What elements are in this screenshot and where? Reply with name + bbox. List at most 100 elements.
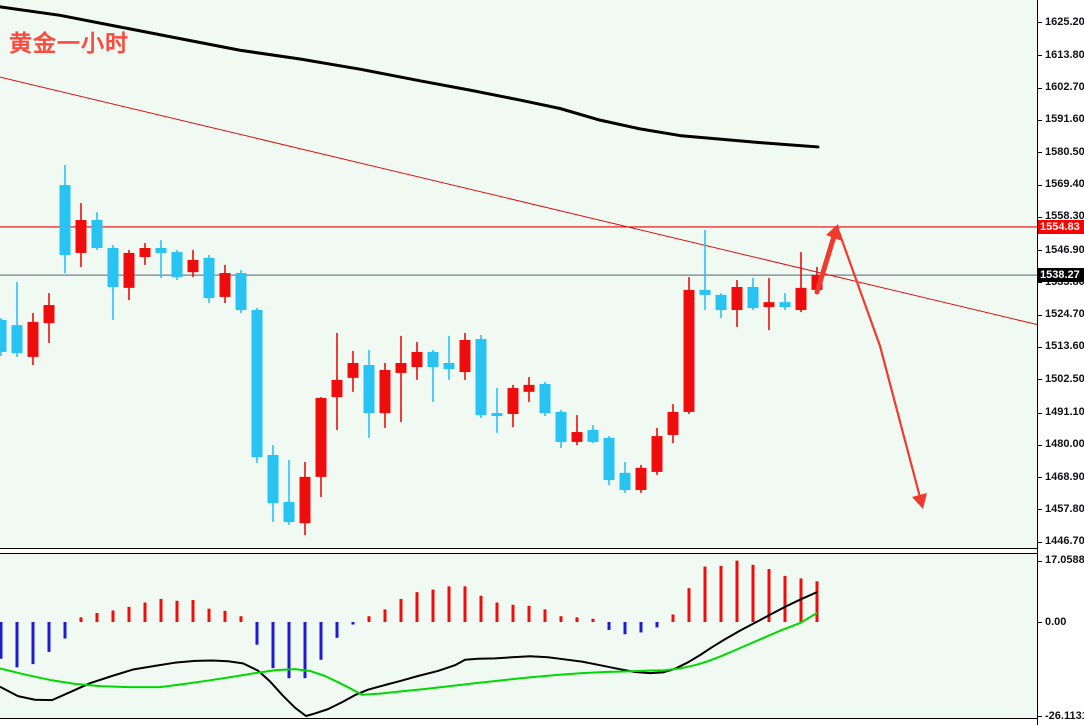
candle-body-bull [395, 363, 407, 373]
macd-histogram-bar-positive [175, 600, 179, 622]
macd-histogram-bar-positive [383, 609, 387, 622]
price-tick-label: 1602.70 [1045, 81, 1084, 94]
price-tick [1038, 509, 1042, 511]
candle-body-bull [523, 384, 535, 392]
price-tick [1038, 444, 1042, 446]
price-tick-label: 1491.10 [1045, 406, 1084, 418]
macd-histogram-bar-positive [143, 602, 147, 622]
macd-histogram-bar-positive [527, 605, 531, 622]
descending-trendline [0, 76, 1037, 326]
macd-histogram-bar-positive [207, 608, 211, 622]
price-tick-label: 1580.50 [1045, 145, 1084, 158]
macd-histogram-bar-negative [639, 622, 643, 633]
resistance-price-badge: 1554.83 [1038, 219, 1084, 234]
macd-histogram-bar-positive [511, 604, 515, 622]
price-chart-canvas[interactable] [0, 0, 1037, 548]
macd-histogram-bar-negative [319, 622, 323, 660]
macd-histogram-bar-positive [687, 588, 691, 622]
price-panel[interactable]: 黄金一小时 [0, 0, 1037, 548]
candle-body-bear [779, 302, 791, 308]
macd-tick [1038, 622, 1042, 623]
macd-histogram-bar-positive [479, 595, 483, 622]
price-tick-label: 1457.80 [1045, 502, 1084, 515]
candle-body-bear [91, 220, 103, 248]
candle-body-bear [747, 287, 759, 308]
macd-panel[interactable] [0, 554, 1037, 718]
candle-body-bull [123, 252, 135, 288]
price-tick-label: 1513.60 [1045, 340, 1084, 353]
price-tick-label: 1546.90 [1045, 243, 1084, 256]
candle-body-bull [187, 259, 199, 273]
price-tick [1038, 412, 1042, 414]
macd-tick-label: 0.00 [1045, 615, 1067, 628]
macd-histogram-bar-positive [159, 598, 163, 622]
candle-body-bear [491, 413, 503, 417]
macd-histogram-bar-negative [255, 622, 259, 645]
candle-body-bull [683, 289, 695, 412]
macd-histogram-bar-positive [559, 616, 563, 622]
macd-panel-top-border [0, 553, 1037, 554]
candle-body-bull [731, 287, 743, 311]
candle-body-bear [235, 273, 247, 311]
macd-histogram-bar-positive [399, 598, 403, 622]
candle-body-bull [795, 287, 807, 311]
candle-body-bull [763, 302, 775, 308]
macd-histogram-bar-positive [767, 569, 771, 622]
macd-canvas[interactable] [0, 554, 1037, 718]
macd-histogram-bar-positive [127, 606, 131, 622]
down-arrow-head [912, 493, 927, 509]
price-tick-label: 1480.00 [1045, 438, 1084, 451]
candle-body-bull [315, 397, 327, 477]
candle-body-bull [811, 275, 823, 290]
price-tick-label: 1446.70 [1045, 535, 1084, 548]
candle-body-bull [299, 476, 311, 524]
candle-body-bull [667, 411, 679, 435]
candle-body-bear [587, 429, 599, 442]
price-tick-label: 1625.20 [1045, 15, 1084, 28]
price-tick [1038, 282, 1042, 284]
up-arrow-annotation [814, 230, 838, 295]
candle-body-bear [555, 411, 567, 442]
down-arrow-annotation [837, 231, 923, 502]
macd-histogram-bar-negative [335, 622, 339, 638]
chart-title: 黄金一小时 [9, 30, 129, 56]
main-panel-bottom-border [0, 548, 1037, 549]
price-tick-label: 1468.90 [1045, 470, 1084, 483]
moving-average-line [0, 5, 820, 149]
up-arrow-head [826, 224, 842, 241]
macd-histogram-bar-negative [623, 622, 627, 635]
macd-histogram-bar-positive [671, 614, 675, 622]
price-tick [1038, 152, 1042, 154]
candle-body-bear [699, 289, 711, 295]
price-tick [1038, 541, 1042, 543]
macd-histogram-bar-negative [303, 622, 307, 679]
candle-body-bull [75, 220, 87, 253]
price-axis[interactable]: 1625.20 1613.80 1602.70 1591.60 1580.50 1569.… [1037, 0, 1084, 725]
candle-body-bear [363, 365, 375, 414]
price-tick [1038, 119, 1042, 121]
candle-body-bull [379, 369, 391, 414]
macd-histogram-bar-negative [31, 622, 35, 665]
candle-body-bear [251, 310, 263, 458]
macd-histogram-bar-positive [79, 617, 83, 622]
price-tick [1038, 87, 1042, 89]
macd-histogram-bar-negative [47, 622, 51, 652]
macd-histogram-bar-positive [415, 592, 419, 622]
candle-body-bear [475, 339, 487, 416]
macd-tick-label: 17.0588 [1045, 554, 1084, 567]
macd-histogram-bar-positive [223, 610, 227, 622]
price-tick-label: 1613.80 [1045, 48, 1084, 61]
candle-body-bear [443, 363, 455, 370]
chart-background [0, 0, 1037, 548]
price-tick [1038, 477, 1042, 479]
macd-histogram-bar-positive [239, 616, 243, 622]
macd-histogram-bar-positive [495, 602, 499, 622]
candle-body-bear [619, 472, 631, 490]
price-tick [1038, 216, 1042, 218]
macd-histogram-bar-positive [815, 581, 819, 622]
candle-body-bear [155, 247, 167, 253]
candle-body-bear [539, 383, 551, 414]
macd-line [0, 591, 818, 717]
macd-histogram-bar-negative [15, 622, 19, 668]
